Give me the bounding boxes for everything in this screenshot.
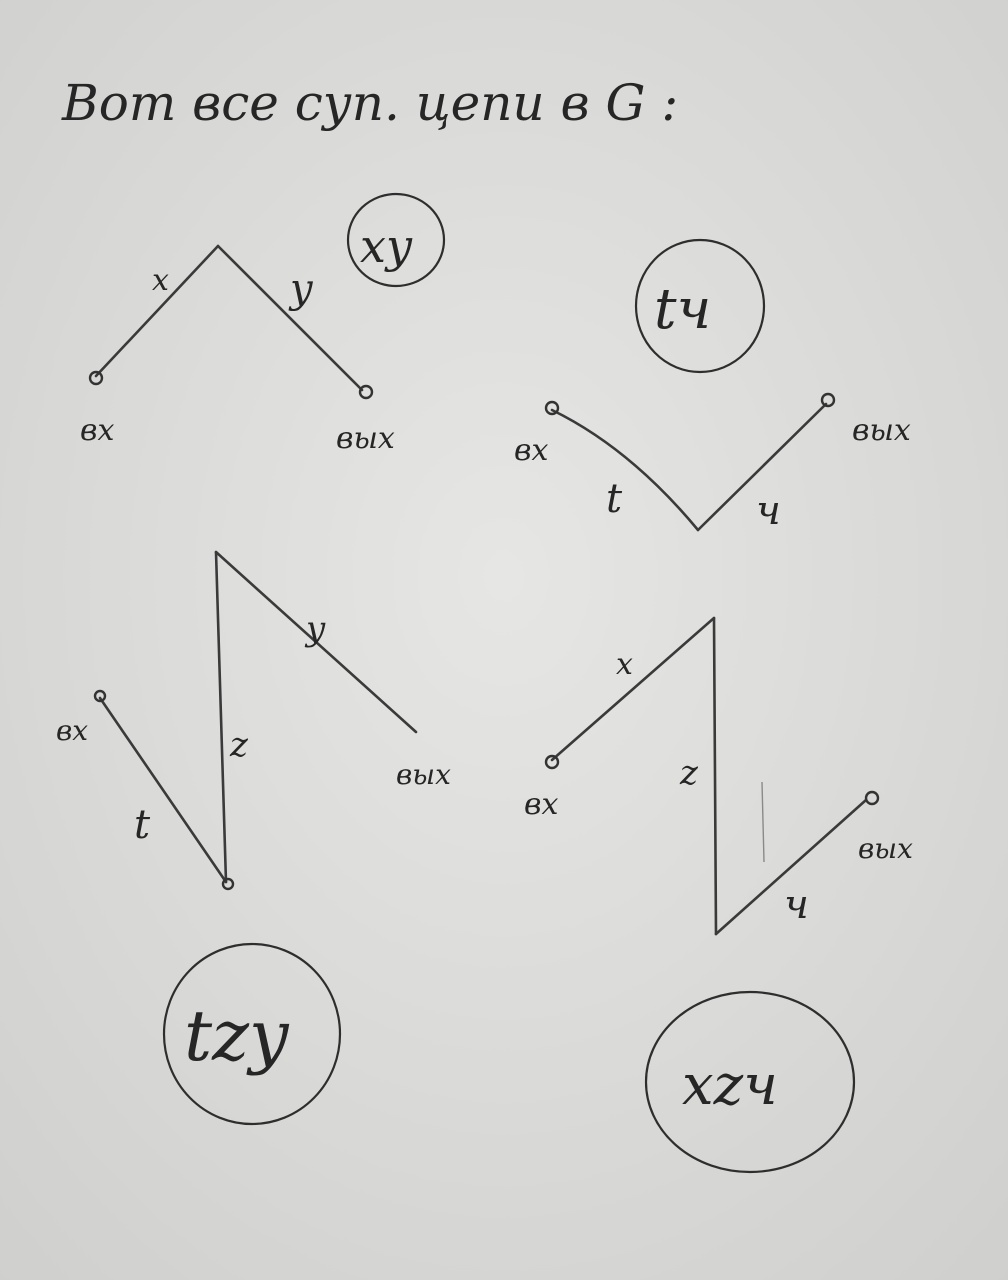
chain-name-label: tzy: [184, 995, 290, 1077]
edge-line-x: [550, 616, 716, 762]
chain-diagram-xy: x y вх вых xy: [80, 192, 446, 456]
edge-line-y: [214, 550, 418, 734]
edge-line-t: [550, 408, 700, 532]
edge-line-ch: [696, 402, 828, 532]
chain-diagram-ty: t ч вх вых tч: [514, 238, 911, 534]
edge-line-z: [214, 550, 228, 884]
chain-diagram-tzy: t z y вх вых tzy: [56, 550, 451, 1126]
stray-pencil-mark: [761, 781, 765, 863]
input-node: [93, 689, 107, 703]
input-label: вх: [56, 714, 88, 747]
input-label: вх: [80, 413, 114, 448]
edge-line-ch: [714, 798, 868, 936]
edge-label-y: y: [304, 609, 326, 649]
input-node: [544, 754, 560, 770]
chain-name-label: tч: [654, 277, 711, 342]
edge-label-ch: ч: [784, 882, 809, 928]
page-heading: Вот все суп. цепи в G :: [61, 74, 678, 132]
output-label: вых: [396, 758, 451, 791]
input-node: [88, 370, 104, 386]
chain-diagram-xzy: x z ч вх вых xzч: [524, 616, 913, 1174]
edge-line-y: [216, 244, 364, 392]
edge-line-x: [94, 244, 220, 378]
input-node: [544, 400, 560, 416]
edge-label-t: t: [606, 476, 623, 522]
chain-name-circle: [644, 990, 856, 1174]
output-node: [864, 790, 880, 806]
chain-name-circle: [346, 192, 446, 288]
input-label: вх: [514, 433, 548, 468]
output-node: [358, 384, 374, 400]
output-label: вых: [336, 421, 395, 456]
edge-label-z: z: [229, 725, 249, 765]
chain-name-circle: [162, 942, 342, 1126]
output-label: вых: [858, 832, 913, 865]
edge-label-ch: ч: [756, 488, 781, 534]
output-node: [221, 877, 235, 891]
edge-label-z: z: [679, 753, 699, 793]
output-label: вых: [852, 413, 911, 448]
edge-line-t: [98, 696, 228, 884]
edge-label-t: t: [134, 802, 151, 848]
edge-line-z: [712, 616, 718, 936]
chain-name-circle: [634, 238, 766, 374]
chain-name-label: xzч: [682, 1053, 778, 1118]
input-label: вх: [524, 787, 558, 822]
edge-label-y: y: [288, 266, 314, 312]
chain-name-label: xy: [360, 219, 413, 273]
edge-label-x: x: [152, 263, 169, 298]
edge-label-x: x: [616, 647, 633, 682]
output-node: [820, 392, 836, 408]
